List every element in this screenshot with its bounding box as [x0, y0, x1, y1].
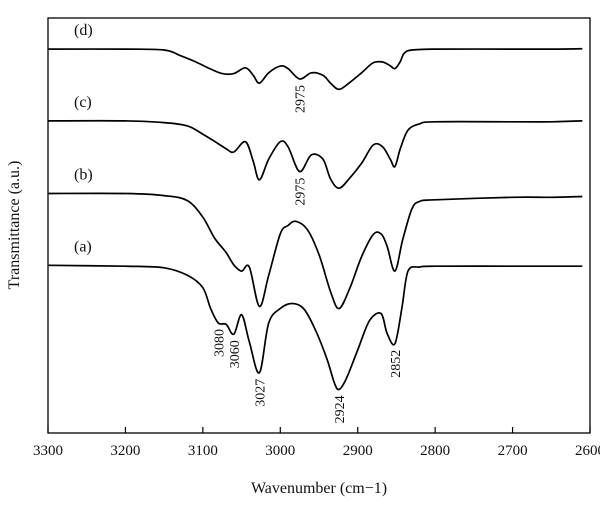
plot-frame	[47, 17, 591, 434]
x-tick-label: 2900	[343, 443, 373, 459]
spectrum-curve	[47, 119, 583, 190]
peak-annotations: 3080 3060 3027 2924 2852 2975 2975	[212, 85, 404, 423]
x-tick-label: 3200	[110, 443, 140, 459]
series-labels: (d) (c) (b) (a)	[74, 22, 93, 255]
x-tick-label: 3300	[33, 443, 63, 459]
peak-label: 2975	[294, 85, 309, 113]
peak-label: 3080	[212, 329, 227, 357]
x-tick-label: 3100	[188, 443, 218, 459]
peak-label: 2924	[333, 395, 348, 423]
peak-label: 2975	[294, 178, 309, 206]
peak-label: 3060	[228, 340, 243, 368]
spectrum-curve	[47, 264, 583, 391]
series-label: (d)	[74, 22, 93, 39]
series-label: (c)	[74, 94, 92, 111]
spectra-curves	[47, 47, 583, 391]
spectrum-curve	[47, 192, 583, 310]
x-tick-label: 2800	[420, 443, 450, 459]
x-axis-title: Wavenumber (cm−1)	[251, 480, 387, 497]
spectrum-curve	[47, 47, 583, 91]
y-axis-title: Transmittance (a.u.)	[6, 161, 23, 290]
x-tick-label: 2600	[575, 443, 600, 459]
series-label: (b)	[74, 167, 93, 184]
peak-label: 2852	[389, 350, 404, 378]
x-tick-label: 3000	[265, 443, 295, 459]
peak-label: 3027	[253, 379, 268, 407]
x-tick-label: 2700	[498, 443, 528, 459]
series-label: (a)	[74, 238, 92, 255]
x-axis-ticks: 3300 3200 3100 3000 2900 2800 2700 2600	[33, 427, 600, 459]
